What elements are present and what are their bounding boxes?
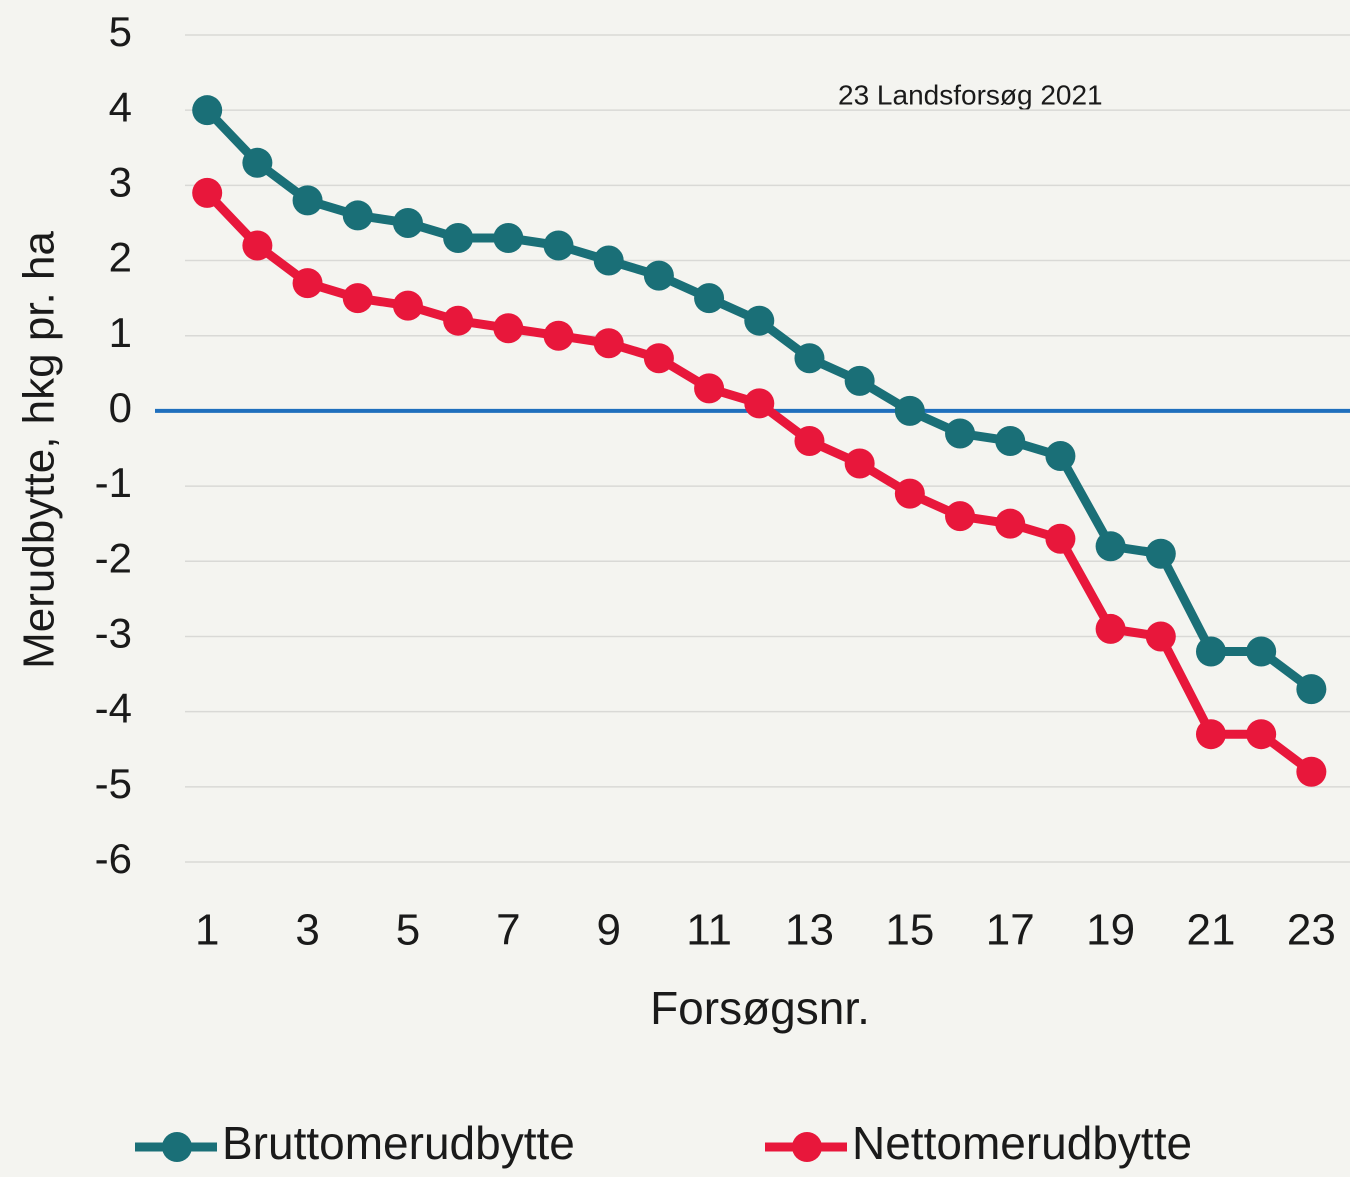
y-tick-label: -4 xyxy=(95,685,132,732)
x-tick-label: 13 xyxy=(785,906,834,955)
data-point xyxy=(794,343,825,374)
data-point xyxy=(443,305,474,336)
data-point xyxy=(593,328,624,359)
data-point xyxy=(192,177,223,208)
x-tick-label: 15 xyxy=(885,906,934,955)
legend-label: Bruttomerudbytte xyxy=(222,1117,575,1169)
data-point xyxy=(392,290,423,321)
data-point xyxy=(1296,674,1327,705)
data-point xyxy=(493,222,524,253)
data-point xyxy=(242,230,273,261)
data-point xyxy=(945,501,976,532)
data-point xyxy=(1195,636,1226,667)
y-tick-label: 5 xyxy=(109,8,132,55)
y-tick-label: -3 xyxy=(95,610,132,657)
data-point xyxy=(995,508,1026,539)
series-line xyxy=(203,189,1315,776)
y-tick-label: 3 xyxy=(109,158,132,205)
y-tick-label: 2 xyxy=(109,234,132,281)
y-tick-label: 1 xyxy=(109,309,132,356)
y-tick-label: -1 xyxy=(95,459,132,506)
x-tick-label: 9 xyxy=(596,906,620,955)
data-point xyxy=(1095,613,1126,644)
x-tick-label: 17 xyxy=(986,906,1035,955)
data-point xyxy=(1195,719,1226,750)
legend-swatch xyxy=(792,1132,822,1162)
y-tick-label: -5 xyxy=(95,760,132,807)
data-point xyxy=(1246,636,1277,667)
data-point xyxy=(1296,756,1327,787)
data-point xyxy=(443,222,474,253)
x-tick-label: 3 xyxy=(295,906,319,955)
y-tick-label: -6 xyxy=(95,835,132,882)
data-point xyxy=(392,207,423,238)
data-point xyxy=(593,245,624,276)
data-point xyxy=(643,343,674,374)
data-point xyxy=(1095,531,1126,562)
data-point xyxy=(694,283,725,314)
data-point xyxy=(894,478,925,509)
legend-swatch xyxy=(162,1132,192,1162)
data-point xyxy=(1045,441,1076,472)
data-point xyxy=(192,95,223,126)
data-point xyxy=(844,365,875,396)
y-tick-label: 4 xyxy=(109,83,132,130)
data-point xyxy=(1246,719,1277,750)
x-tick-label: 21 xyxy=(1187,906,1236,955)
data-point xyxy=(643,260,674,291)
x-tick-label: 7 xyxy=(496,906,520,955)
data-point xyxy=(744,305,775,336)
y-axis-label: Merudbytte, hkg pr. ha xyxy=(15,231,64,669)
y-tick-label: -2 xyxy=(95,534,132,581)
data-point xyxy=(1145,538,1176,569)
x-tick-label: 19 xyxy=(1086,906,1135,955)
x-tick-label: 1 xyxy=(195,906,219,955)
x-tick-label: 5 xyxy=(396,906,420,955)
data-point xyxy=(744,388,775,419)
x-tick-label: 23 xyxy=(1287,906,1336,955)
x-axis-label: Forsøgsnr. xyxy=(650,982,870,1034)
data-point xyxy=(794,425,825,456)
data-point xyxy=(694,373,725,404)
annotation: 23 Landsforsøg 2021 xyxy=(838,79,1103,110)
data-point xyxy=(844,448,875,479)
data-point xyxy=(292,185,323,216)
data-point xyxy=(342,283,373,314)
data-point xyxy=(242,147,273,178)
data-point xyxy=(1145,621,1176,652)
data-point xyxy=(1045,523,1076,554)
data-point xyxy=(543,230,574,261)
legend-label: Nettomerudbytte xyxy=(852,1117,1192,1169)
data-point xyxy=(543,320,574,351)
data-point xyxy=(995,425,1026,456)
data-point xyxy=(493,313,524,344)
data-point xyxy=(342,200,373,231)
data-point xyxy=(894,395,925,426)
y-tick-label: 0 xyxy=(109,384,132,431)
data-point xyxy=(292,268,323,299)
x-tick-label: 11 xyxy=(686,906,732,955)
data-point xyxy=(945,418,976,449)
